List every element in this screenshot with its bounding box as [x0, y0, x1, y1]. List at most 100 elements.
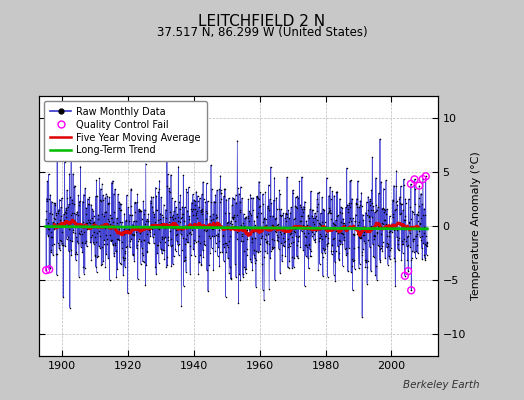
Point: [162, 215, 170, 222]
Point: [249, 246, 258, 253]
Point: [167, 172, 175, 178]
Point: [176, 192, 184, 198]
Point: [389, 196, 397, 203]
Point: [81, 185, 89, 192]
Point: [141, 160, 150, 167]
Point: [195, 233, 203, 240]
Point: [378, 205, 386, 212]
Point: [206, 235, 215, 241]
Point: [123, 227, 131, 234]
Point: [239, 220, 247, 226]
Point: [179, 234, 187, 241]
Point: [68, 210, 77, 216]
Point: [149, 194, 157, 200]
Point: [196, 252, 204, 258]
Point: [225, 210, 234, 216]
Point: [208, 225, 216, 232]
Point: [377, 178, 385, 185]
Point: [280, 227, 288, 234]
Point: [230, 196, 238, 202]
Point: [203, 198, 212, 204]
Point: [92, 239, 100, 245]
Point: [121, 250, 129, 256]
Point: [325, 192, 333, 199]
Point: [189, 191, 197, 198]
Point: [345, 200, 353, 206]
Point: [256, 202, 264, 209]
Point: [260, 297, 268, 303]
Point: [265, 286, 274, 292]
Point: [238, 195, 246, 202]
Point: [293, 204, 301, 211]
Point: [193, 208, 201, 214]
Point: [124, 290, 132, 296]
Point: [97, 262, 105, 268]
Point: [61, 209, 69, 215]
Point: [403, 233, 412, 240]
Point: [101, 224, 109, 231]
Point: [242, 270, 250, 276]
Text: LEITCHFIELD 2 N: LEITCHFIELD 2 N: [199, 14, 325, 29]
Point: [90, 218, 99, 225]
Point: [72, 251, 81, 258]
Point: [73, 238, 81, 245]
Point: [124, 227, 133, 233]
Point: [384, 261, 392, 268]
Point: [261, 216, 270, 222]
Point: [346, 214, 355, 221]
Point: [204, 224, 213, 231]
Point: [233, 137, 242, 144]
Point: [54, 208, 63, 214]
Point: [87, 256, 95, 263]
Point: [304, 213, 312, 219]
Point: [387, 225, 396, 232]
Point: [217, 190, 225, 196]
Point: [105, 200, 113, 207]
Point: [281, 215, 289, 221]
Point: [108, 237, 116, 244]
Point: [373, 229, 381, 236]
Point: [324, 235, 332, 241]
Point: [102, 208, 111, 215]
Point: [98, 260, 106, 267]
Point: [177, 215, 185, 222]
Point: [352, 200, 361, 206]
Point: [95, 196, 104, 203]
Point: [144, 218, 152, 224]
Point: [350, 257, 358, 264]
Point: [280, 238, 289, 244]
Point: [77, 244, 85, 250]
Point: [224, 255, 232, 262]
Point: [222, 196, 231, 203]
Point: [218, 249, 226, 256]
Point: [373, 276, 381, 283]
Point: [92, 193, 100, 200]
Point: [296, 201, 304, 208]
Point: [51, 200, 59, 206]
Point: [47, 246, 56, 253]
Point: [271, 215, 280, 221]
Point: [320, 247, 328, 253]
Point: [407, 257, 416, 263]
Point: [355, 204, 363, 210]
Point: [344, 206, 352, 212]
Point: [286, 243, 294, 250]
Point: [326, 210, 335, 216]
Point: [118, 219, 126, 226]
Point: [257, 229, 265, 236]
Point: [300, 206, 309, 212]
Point: [127, 225, 136, 231]
Point: [312, 228, 321, 234]
Point: [88, 214, 96, 221]
Point: [81, 239, 90, 246]
Point: [392, 167, 400, 174]
Point: [95, 227, 103, 234]
Point: [373, 229, 381, 235]
Point: [52, 251, 60, 257]
Point: [165, 234, 173, 240]
Point: [343, 209, 352, 215]
Point: [324, 210, 332, 217]
Point: [200, 238, 208, 244]
Point: [153, 242, 161, 248]
Point: [226, 226, 235, 232]
